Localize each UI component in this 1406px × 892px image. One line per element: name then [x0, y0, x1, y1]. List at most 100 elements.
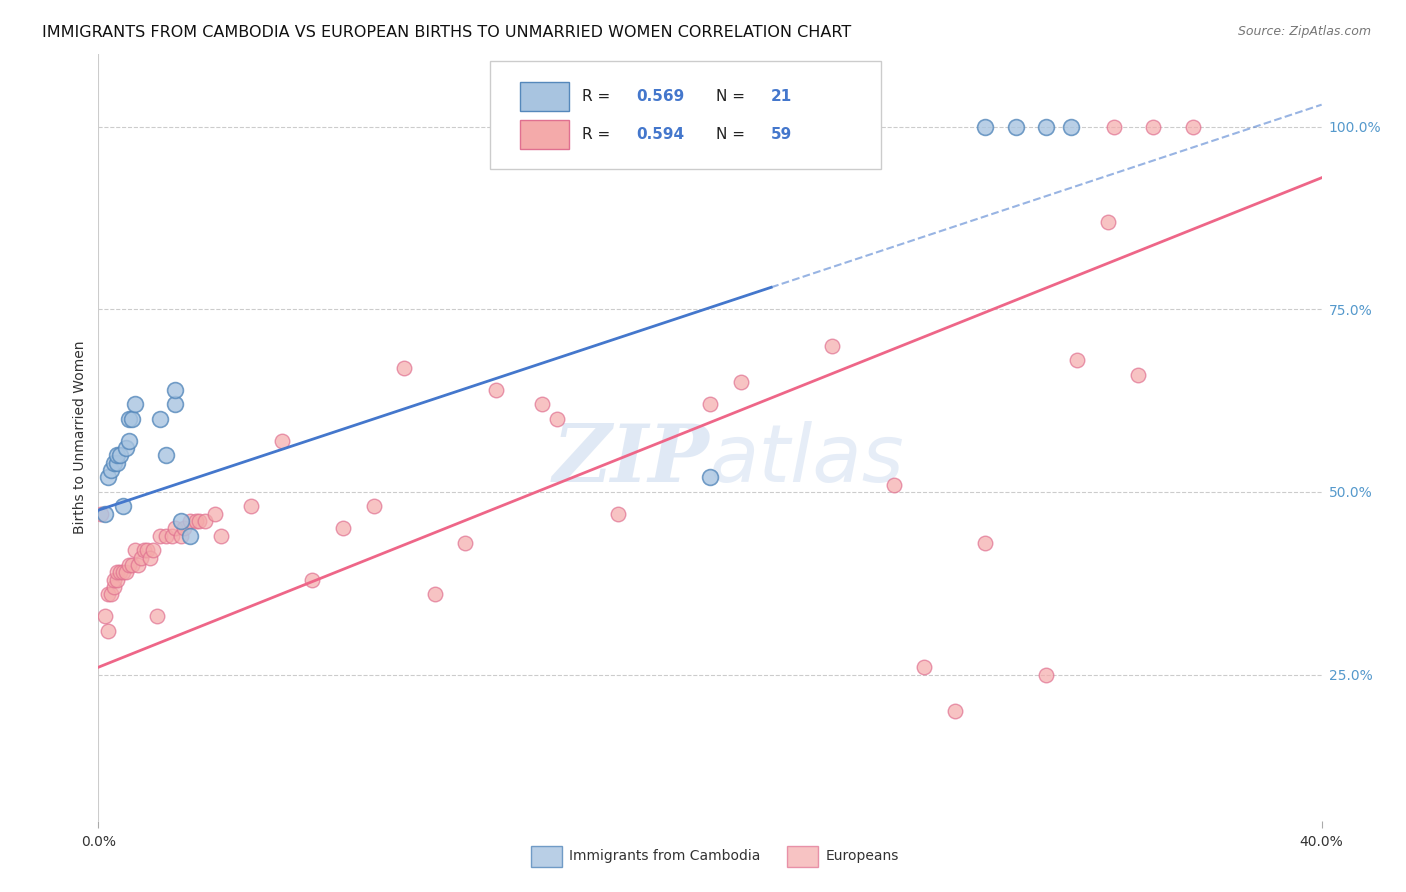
Point: [188, 514, 211, 528]
Text: 59: 59: [772, 128, 793, 143]
Y-axis label: Births to Unmarried Women: Births to Unmarried Women: [73, 341, 87, 533]
Point: [145, 609, 167, 624]
Text: IMMIGRANTS FROM CAMBODIA VS EUROPEAN BIRTHS TO UNMARRIED WOMEN CORRELATION CHART: IMMIGRANTS FROM CAMBODIA VS EUROPEAN BIR…: [42, 25, 852, 40]
Point: [546, 412, 568, 426]
Point: [97, 470, 120, 484]
Text: N =: N =: [716, 128, 749, 143]
Point: [730, 376, 752, 390]
Point: [100, 587, 122, 601]
Point: [142, 543, 165, 558]
Point: [103, 580, 125, 594]
Point: [179, 514, 201, 528]
Point: [1102, 120, 1125, 134]
Point: [103, 573, 125, 587]
Point: [111, 566, 134, 580]
Point: [943, 704, 966, 718]
Point: [1182, 120, 1205, 134]
Point: [121, 412, 143, 426]
Point: [163, 521, 186, 535]
Point: [1035, 120, 1057, 134]
Point: [118, 558, 141, 572]
Text: Europeans: Europeans: [825, 849, 898, 863]
Point: [124, 543, 146, 558]
Point: [392, 360, 416, 375]
FancyBboxPatch shape: [489, 62, 882, 169]
Point: [204, 507, 226, 521]
Point: [108, 566, 131, 580]
FancyBboxPatch shape: [520, 120, 569, 150]
Point: [100, 463, 122, 477]
Point: [363, 500, 385, 514]
Text: atlas: atlas: [710, 421, 905, 500]
Point: [423, 587, 446, 601]
Point: [105, 566, 128, 580]
Point: [607, 507, 630, 521]
Point: [105, 448, 128, 462]
Point: [301, 573, 323, 587]
Text: ZIP: ZIP: [553, 421, 710, 499]
Point: [1066, 353, 1088, 368]
Point: [974, 120, 997, 134]
Point: [134, 543, 156, 558]
Text: N =: N =: [716, 89, 749, 104]
Text: Immigrants from Cambodia: Immigrants from Cambodia: [569, 849, 761, 863]
Point: [108, 448, 131, 462]
Point: [155, 448, 177, 462]
Point: [209, 529, 232, 543]
Text: R =: R =: [582, 89, 614, 104]
Point: [121, 558, 143, 572]
Point: [1060, 120, 1083, 134]
Text: R =: R =: [582, 128, 614, 143]
Point: [136, 543, 159, 558]
Point: [530, 397, 553, 411]
Point: [821, 339, 844, 353]
Point: [485, 383, 508, 397]
Point: [270, 434, 292, 448]
Point: [170, 514, 193, 528]
Point: [332, 521, 354, 535]
Point: [240, 500, 263, 514]
Point: [97, 624, 120, 638]
Point: [173, 521, 195, 535]
Point: [90, 507, 112, 521]
Point: [194, 514, 217, 528]
Point: [883, 477, 905, 491]
Point: [105, 573, 128, 587]
Point: [163, 397, 186, 411]
Point: [592, 127, 614, 141]
Text: 21: 21: [772, 89, 793, 104]
Point: [111, 500, 134, 514]
Point: [93, 609, 115, 624]
Point: [129, 550, 152, 565]
Point: [93, 507, 115, 521]
Point: [149, 412, 172, 426]
Point: [155, 529, 177, 543]
Text: 0.569: 0.569: [637, 89, 685, 104]
Text: 0.594: 0.594: [637, 128, 685, 143]
Point: [170, 529, 193, 543]
Point: [1004, 120, 1026, 134]
Point: [105, 456, 128, 470]
Point: [115, 441, 138, 455]
Point: [103, 456, 125, 470]
Point: [118, 412, 141, 426]
Point: [127, 558, 149, 572]
Point: [1128, 368, 1150, 382]
Point: [97, 587, 120, 601]
Point: [974, 536, 997, 550]
FancyBboxPatch shape: [520, 82, 569, 112]
Point: [124, 397, 146, 411]
Point: [179, 529, 201, 543]
Point: [139, 550, 162, 565]
Point: [115, 566, 138, 580]
Point: [149, 529, 172, 543]
Point: [699, 397, 721, 411]
Point: [699, 470, 721, 484]
Point: [1035, 667, 1057, 681]
Point: [118, 434, 141, 448]
Point: [186, 514, 208, 528]
Point: [160, 529, 183, 543]
Point: [454, 536, 477, 550]
Text: Source: ZipAtlas.com: Source: ZipAtlas.com: [1237, 25, 1371, 38]
Point: [1097, 214, 1119, 228]
